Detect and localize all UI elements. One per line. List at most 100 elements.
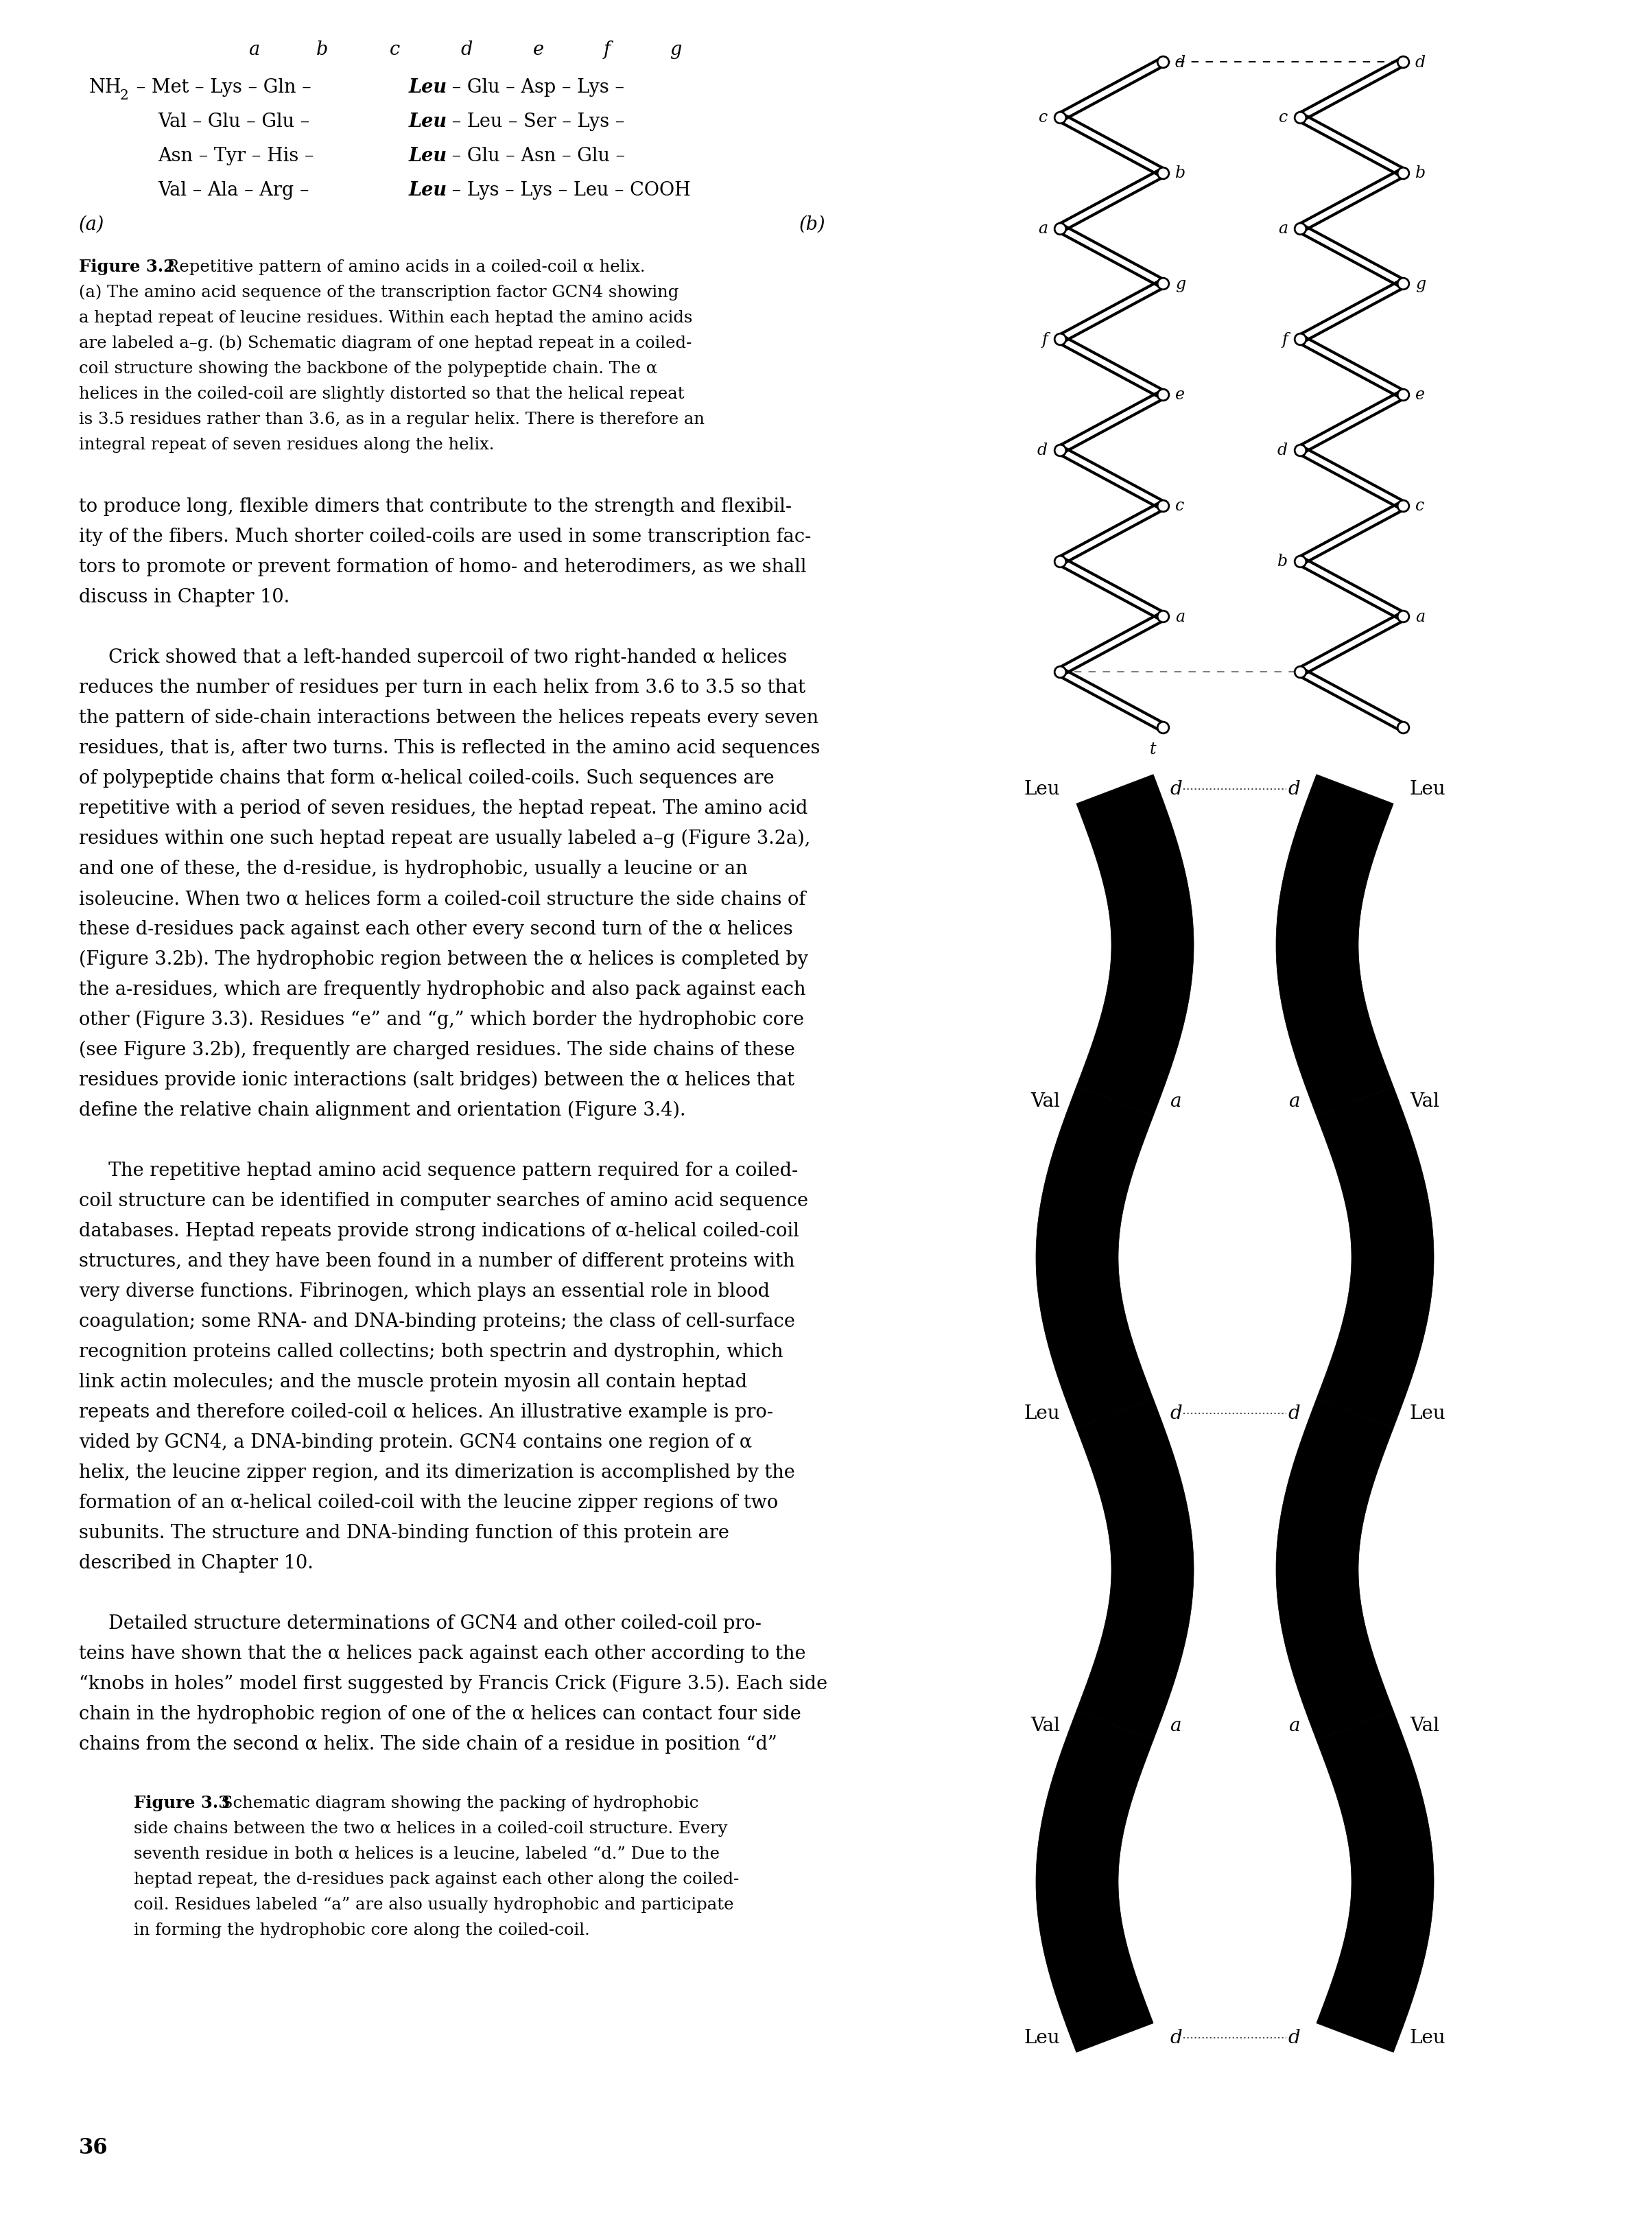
Text: Crick showed that a left-handed supercoil of two right-handed α helices: Crick showed that a left-handed supercoi… xyxy=(79,649,786,667)
Text: the pattern of side-chain interactions between the helices repeats every seven: the pattern of side-chain interactions b… xyxy=(79,709,818,727)
Text: isoleucine. When two α helices form a coiled-coil structure the side chains of: isoleucine. When two α helices form a co… xyxy=(79,889,806,909)
Text: f: f xyxy=(603,40,611,60)
Text: these d-residues pack against each other every second turn of the α helices: these d-residues pack against each other… xyxy=(79,920,793,938)
Text: Val – Ala – Arg –: Val – Ala – Arg – xyxy=(159,180,316,200)
Text: coagulation; some RNA- and DNA-binding proteins; the class of cell-surface: coagulation; some RNA- and DNA-binding p… xyxy=(79,1312,795,1332)
Text: 2: 2 xyxy=(121,89,129,102)
Text: in forming the hydrophobic core along the coiled-coil.: in forming the hydrophobic core along th… xyxy=(134,1923,590,1938)
Text: a: a xyxy=(1170,1716,1181,1734)
Text: 36: 36 xyxy=(79,2136,107,2159)
Polygon shape xyxy=(1077,1398,1194,1741)
Text: d: d xyxy=(1170,780,1181,798)
Text: recognition proteins called collectins; both spectrin and dystrophin, which: recognition proteins called collectins; … xyxy=(79,1343,783,1360)
Text: a: a xyxy=(1175,609,1184,625)
Text: Val: Val xyxy=(1409,1091,1439,1112)
Text: e: e xyxy=(1416,387,1426,402)
Text: coil. Residues labeled “a” are also usually hydrophobic and participate: coil. Residues labeled “a” are also usua… xyxy=(134,1896,733,1912)
Text: b: b xyxy=(317,40,329,60)
Polygon shape xyxy=(1317,1712,1434,2052)
Text: Figure 3.2: Figure 3.2 xyxy=(79,258,175,276)
Text: repetitive with a period of seven residues, the heptad repeat. The amino acid: repetitive with a period of seven residu… xyxy=(79,798,808,818)
Text: Repetitive pattern of amino acids in a coiled-coil α helix.: Repetitive pattern of amino acids in a c… xyxy=(167,260,646,276)
Text: the a-residues, which are frequently hydrophobic and also pack against each: the a-residues, which are frequently hyd… xyxy=(79,980,806,998)
Text: to produce long, flexible dimers that contribute to the strength and flexibil-: to produce long, flexible dimers that co… xyxy=(79,498,791,516)
Text: c: c xyxy=(1279,109,1287,127)
Polygon shape xyxy=(1275,1398,1393,1741)
Text: discuss in Chapter 10.: discuss in Chapter 10. xyxy=(79,587,289,607)
Text: NH: NH xyxy=(89,78,122,98)
Text: d: d xyxy=(1289,1405,1300,1423)
Text: side chains between the two α helices in a coiled-coil structure. Every: side chains between the two α helices in… xyxy=(134,1821,727,1836)
Text: d: d xyxy=(1037,442,1047,458)
Text: b: b xyxy=(1416,165,1426,182)
Text: are labeled a–g. (b) Schematic diagram of one heptad repeat in a coiled-: are labeled a–g. (b) Schematic diagram o… xyxy=(79,336,692,351)
Text: reduces the number of residues per turn in each helix from 3.6 to 3.5 so that: reduces the number of residues per turn … xyxy=(79,678,806,696)
Text: Leu: Leu xyxy=(410,147,448,165)
Text: d: d xyxy=(461,40,472,60)
Text: d: d xyxy=(1175,56,1186,71)
Text: and one of these, the d-residue, is hydrophobic, usually a leucine or an: and one of these, the d-residue, is hydr… xyxy=(79,860,748,878)
Polygon shape xyxy=(1317,1087,1434,1427)
Text: tors to promote or prevent formation of homo- and heterodimers, as we shall: tors to promote or prevent formation of … xyxy=(79,558,806,576)
Text: residues provide ionic interactions (salt bridges) between the α helices that: residues provide ionic interactions (sal… xyxy=(79,1071,795,1089)
Text: a: a xyxy=(1037,220,1047,236)
Polygon shape xyxy=(1077,776,1194,1116)
Text: Leu: Leu xyxy=(1409,2030,1446,2047)
Text: d: d xyxy=(1289,2030,1300,2047)
Text: define the relative chain alignment and orientation (Figure 3.4).: define the relative chain alignment and … xyxy=(79,1100,686,1120)
Text: Leu: Leu xyxy=(410,78,448,98)
Text: – Glu – Asn – Glu –: – Glu – Asn – Glu – xyxy=(446,147,624,165)
Text: c: c xyxy=(1039,109,1047,127)
Text: Figure 3.3: Figure 3.3 xyxy=(134,1794,230,1812)
Text: “knobs in holes” model first suggested by Francis Crick (Figure 3.5). Each side: “knobs in holes” model first suggested b… xyxy=(79,1674,828,1692)
Text: Val: Val xyxy=(1031,1091,1061,1112)
Text: a: a xyxy=(1170,1091,1181,1112)
Text: chains from the second α helix. The side chain of a residue in position “d”: chains from the second α helix. The side… xyxy=(79,1734,776,1754)
Text: g: g xyxy=(1175,276,1186,291)
Text: vided by GCN4, a DNA-binding protein. GCN4 contains one region of α: vided by GCN4, a DNA-binding protein. GC… xyxy=(79,1434,752,1452)
Text: coil structure can be identified in computer searches of amino acid sequence: coil structure can be identified in comp… xyxy=(79,1192,808,1209)
Text: helices in the coiled-coil are slightly distorted so that the helical repeat: helices in the coiled-coil are slightly … xyxy=(79,387,684,402)
Text: – Glu – Asp – Lys –: – Glu – Asp – Lys – xyxy=(446,78,624,98)
Text: Schematic diagram showing the packing of hydrophobic: Schematic diagram showing the packing of… xyxy=(221,1794,699,1812)
Text: (Figure 3.2b). The hydrophobic region between the α helices is completed by: (Figure 3.2b). The hydrophobic region be… xyxy=(79,949,808,969)
Text: – Met – Lys – Gln –: – Met – Lys – Gln – xyxy=(131,78,317,98)
Text: g: g xyxy=(1416,276,1426,291)
Text: Detailed structure determinations of GCN4 and other coiled-coil pro-: Detailed structure determinations of GCN… xyxy=(79,1614,762,1632)
Text: d: d xyxy=(1170,2030,1181,2047)
Text: d: d xyxy=(1170,1405,1181,1423)
Text: Val: Val xyxy=(1409,1716,1439,1734)
Text: – Leu – Ser – Lys –: – Leu – Ser – Lys – xyxy=(446,113,624,131)
Text: chain in the hydrophobic region of one of the α helices can contact four side: chain in the hydrophobic region of one o… xyxy=(79,1705,801,1723)
Text: Val: Val xyxy=(1031,1716,1061,1734)
Text: coil structure showing the backbone of the polypeptide chain. The α: coil structure showing the backbone of t… xyxy=(79,360,657,376)
Text: f: f xyxy=(1282,331,1287,347)
Text: databases. Heptad repeats provide strong indications of α-helical coiled-coil: databases. Heptad repeats provide strong… xyxy=(79,1223,800,1240)
Text: (see Figure 3.2b), frequently are charged residues. The side chains of these: (see Figure 3.2b), frequently are charge… xyxy=(79,1040,795,1058)
Text: residues, that is, after two turns. This is reflected in the amino acid sequence: residues, that is, after two turns. This… xyxy=(79,738,819,758)
Text: Leu: Leu xyxy=(1024,1405,1061,1423)
Polygon shape xyxy=(1275,776,1393,1116)
Text: d: d xyxy=(1416,56,1426,71)
Text: heptad repeat, the d-residues pack against each other along the coiled-: heptad repeat, the d-residues pack again… xyxy=(134,1872,738,1887)
Text: a: a xyxy=(248,40,259,60)
Text: Leu: Leu xyxy=(1024,2030,1061,2047)
Text: a heptad repeat of leucine residues. Within each heptad the amino acids: a heptad repeat of leucine residues. Wit… xyxy=(79,309,692,327)
Text: Leu: Leu xyxy=(1409,780,1446,798)
Text: formation of an α-helical coiled-coil with the leucine zipper regions of two: formation of an α-helical coiled-coil wi… xyxy=(79,1494,778,1512)
Text: f: f xyxy=(1042,331,1047,347)
Text: very diverse functions. Fibrinogen, which plays an essential role in blood: very diverse functions. Fibrinogen, whic… xyxy=(79,1283,770,1300)
Text: – Lys – Lys – Leu – COOH: – Lys – Lys – Leu – COOH xyxy=(446,180,691,200)
Text: seventh residue in both α helices is a leucine, labeled “d.” Due to the: seventh residue in both α helices is a l… xyxy=(134,1845,720,1861)
Text: of polypeptide chains that form α-helical coiled-coils. Such sequences are: of polypeptide chains that form α-helica… xyxy=(79,769,775,787)
Text: Asn – Tyr – His –: Asn – Tyr – His – xyxy=(159,147,320,165)
Text: b: b xyxy=(1277,554,1287,569)
Text: c: c xyxy=(1416,498,1424,514)
Text: c: c xyxy=(390,40,400,60)
Text: a: a xyxy=(1289,1716,1300,1734)
Text: d: d xyxy=(1277,442,1287,458)
Text: other (Figure 3.3). Residues “e” and “g,” which border the hydrophobic core: other (Figure 3.3). Residues “e” and “g,… xyxy=(79,1009,805,1029)
Polygon shape xyxy=(1036,1712,1153,2052)
Text: (a) The amino acid sequence of the transcription factor GCN4 showing: (a) The amino acid sequence of the trans… xyxy=(79,285,679,300)
Text: structures, and they have been found in a number of different proteins with: structures, and they have been found in … xyxy=(79,1252,795,1269)
